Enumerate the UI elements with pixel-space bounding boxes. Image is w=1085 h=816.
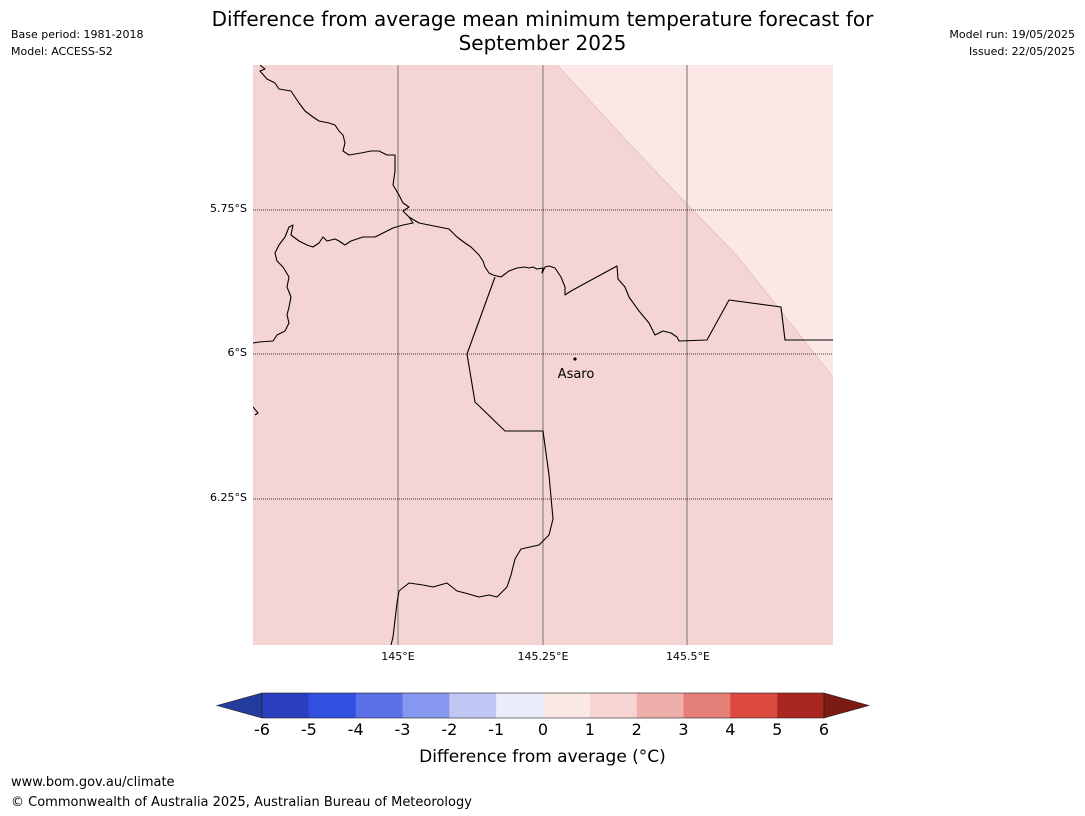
colorbar-tick-label: -1 (488, 720, 505, 739)
asaro-label: Asaro (558, 367, 595, 382)
colorbar-tick-label: -6 (254, 720, 270, 739)
boundary-central (408, 216, 833, 342)
title-line-1: Difference from average mean minimum tem… (211, 7, 874, 31)
colorbar-bin (262, 693, 310, 718)
colorbar-extend-low (215, 692, 263, 719)
colorbar-tick-label: 4 (725, 720, 736, 739)
colorbar-bin (308, 693, 356, 718)
colorbar-bin (402, 693, 450, 718)
colorbar-tick-label: 2 (631, 720, 642, 739)
region-boundary (556, 65, 833, 378)
lon-label-145-25e: 145.25°E (517, 650, 569, 663)
colorbar-bin (543, 693, 591, 718)
region-0-to-1 (557, 65, 833, 377)
lon-label-145-5e: 145.5°E (666, 650, 710, 663)
colorbar-bin (496, 693, 544, 718)
colorbar-tick-label: 5 (772, 720, 783, 739)
forecast-map: Asaro (253, 65, 833, 645)
issued-date: Issued: 22/05/2025 (968, 45, 1075, 58)
boundary-west-edge (253, 406, 259, 416)
model-name: Model: ACCESS-S2 (11, 45, 113, 58)
colorbar-bin (355, 693, 403, 718)
footer-copyright: © Commonwealth of Australia 2025, Austra… (11, 795, 472, 810)
colorbar-bin (730, 693, 778, 718)
colorbar-bin (449, 693, 497, 718)
colorbar-extend-high (823, 692, 871, 719)
boundary-north (253, 65, 414, 344)
colorbar-tick-label: 0 (537, 720, 549, 739)
colorbar-bin (636, 693, 684, 718)
title-line-2: September 2025 (458, 31, 627, 55)
lat-label-5-75s: 5.75°S (210, 202, 247, 215)
map-title: Difference from average mean minimum tem… (0, 7, 1085, 55)
colorbar-tick-label: 6 (818, 720, 830, 739)
colorbar-bin (777, 693, 825, 718)
colorbar-bin (683, 693, 731, 718)
colorbar-tick-label: 1 (584, 720, 595, 739)
header-right: Model run: 19/05/2025 Issued: 22/05/2025 (949, 26, 1075, 60)
header-left: Base period: 1981-2018 Model: ACCESS-S2 (11, 26, 143, 60)
asaro-marker (573, 357, 577, 361)
colorbar-label: Difference from average (°C) (419, 747, 666, 767)
colorbar-tick-label: -5 (300, 720, 317, 739)
colorbar-bin (589, 693, 637, 718)
base-period: Base period: 1981-2018 (11, 28, 144, 41)
boundary-west-south (390, 276, 554, 645)
colorbar-tick-label: -3 (394, 720, 411, 739)
model-run: Model run: 19/05/2025 (949, 28, 1075, 41)
colorbar-outline (261, 692, 825, 719)
colorbar-tick-label: -2 (441, 720, 458, 739)
lon-label-145e: 145°E (381, 650, 415, 663)
lat-label-6-25s: 6.25°S (210, 491, 247, 504)
colorbar-tick-label: -4 (347, 720, 364, 739)
lat-label-6s: 6°S (227, 346, 247, 359)
colorbar-tick-label: 3 (678, 720, 689, 739)
footer-url[interactable]: www.bom.gov.au/climate (11, 775, 175, 790)
